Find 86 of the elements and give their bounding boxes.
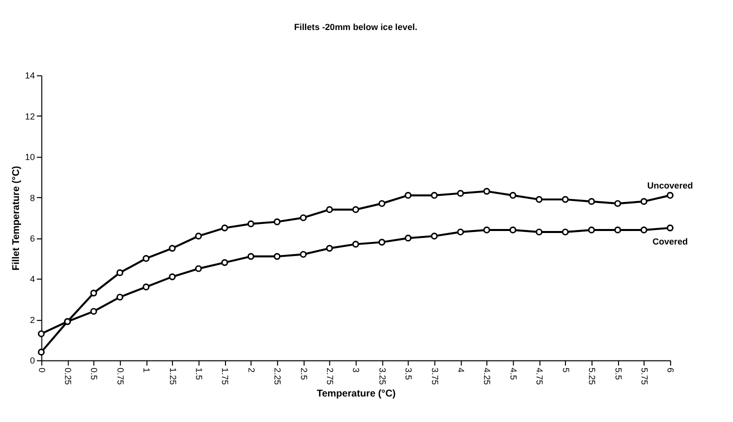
point [536, 196, 543, 203]
point [640, 226, 648, 234]
point [195, 232, 202, 240]
y-tick-label: 2 [30, 314, 35, 325]
point [116, 269, 124, 276]
point [247, 252, 254, 260]
x-tick-label: 1.75 [220, 368, 230, 385]
point [614, 200, 622, 207]
x-tick-label: 5.25 [587, 368, 598, 385]
x-tick-label: 3.5 [404, 368, 414, 380]
x-tick-label: 1 [142, 368, 152, 373]
y-tick-label: 4 [30, 274, 35, 284]
point [457, 190, 464, 197]
y-tick-label: 10 [25, 152, 35, 162]
point [666, 224, 674, 232]
point [326, 206, 333, 214]
point [168, 244, 176, 252]
point [588, 198, 595, 205]
point [588, 226, 595, 234]
point [274, 252, 281, 260]
point [666, 192, 674, 199]
point [142, 284, 150, 290]
series-label: Covered [652, 236, 688, 247]
x-tick-label: 2.5 [298, 368, 309, 380]
point [509, 192, 516, 199]
y-tick-label: 6 [30, 234, 35, 244]
y-tick-label: 12 [25, 111, 35, 122]
point [142, 255, 150, 262]
x-tick-label: 2 [246, 368, 256, 373]
point [116, 294, 124, 301]
y-tick-label: 14 [25, 70, 35, 81]
point [483, 188, 490, 195]
x-tick-label: 1.25 [168, 368, 178, 385]
x-tick-label: 2.25 [272, 368, 283, 385]
point [640, 198, 648, 205]
x-tick-label: 5.75 [639, 368, 650, 385]
x-tick-label: 4 [456, 368, 466, 373]
x-tick-label: 5 [560, 368, 571, 373]
point [430, 192, 438, 199]
x-tick-label: 4.5 [508, 368, 518, 380]
x-tick-label: 1.5 [194, 368, 204, 380]
point [378, 238, 386, 246]
point [221, 224, 228, 232]
x-tick-label: 4.25 [482, 368, 492, 385]
point [38, 330, 45, 338]
x-tick-label: 0.5 [89, 368, 100, 380]
point [247, 220, 254, 228]
point [404, 234, 412, 242]
x-tick-label: 2.75 [325, 368, 336, 385]
point [195, 265, 202, 272]
point [457, 228, 464, 236]
point [300, 250, 307, 258]
point [168, 273, 176, 280]
x-tick-label: 0 [36, 368, 47, 373]
point [378, 200, 386, 207]
x-tick-label: 0.75 [115, 368, 126, 385]
series-label: Uncovered [647, 180, 693, 190]
x-tick-label: 3 [351, 368, 362, 373]
x-axis-title: Temperature (°C) [316, 388, 396, 400]
point [352, 240, 360, 248]
point [300, 214, 307, 222]
point [536, 228, 543, 236]
point [90, 290, 98, 296]
x-tick-label: 5.5 [613, 368, 624, 380]
point [562, 228, 569, 236]
point [562, 196, 569, 203]
point [614, 226, 622, 234]
x-tick-label: 4.75 [534, 368, 545, 385]
x-tick-label: 3.75 [430, 368, 440, 385]
y-tick-label: 0 [30, 356, 35, 366]
point [274, 218, 281, 226]
point [430, 232, 438, 240]
y-tick-label: 8 [30, 192, 35, 203]
point [38, 348, 45, 356]
point [352, 206, 360, 214]
chart-title: Fillets -20mm below ice level. [294, 22, 418, 32]
point [483, 226, 490, 234]
point [90, 308, 98, 315]
point [509, 226, 516, 234]
y-axis-title: Fillet Temperature (°C) [11, 166, 22, 271]
point [221, 259, 228, 266]
point [404, 192, 412, 199]
point [326, 244, 333, 252]
x-tick-label: 3.25 [377, 368, 388, 385]
x-tick-label: 0.25 [63, 368, 74, 385]
x-tick-label: 6 [666, 368, 676, 373]
